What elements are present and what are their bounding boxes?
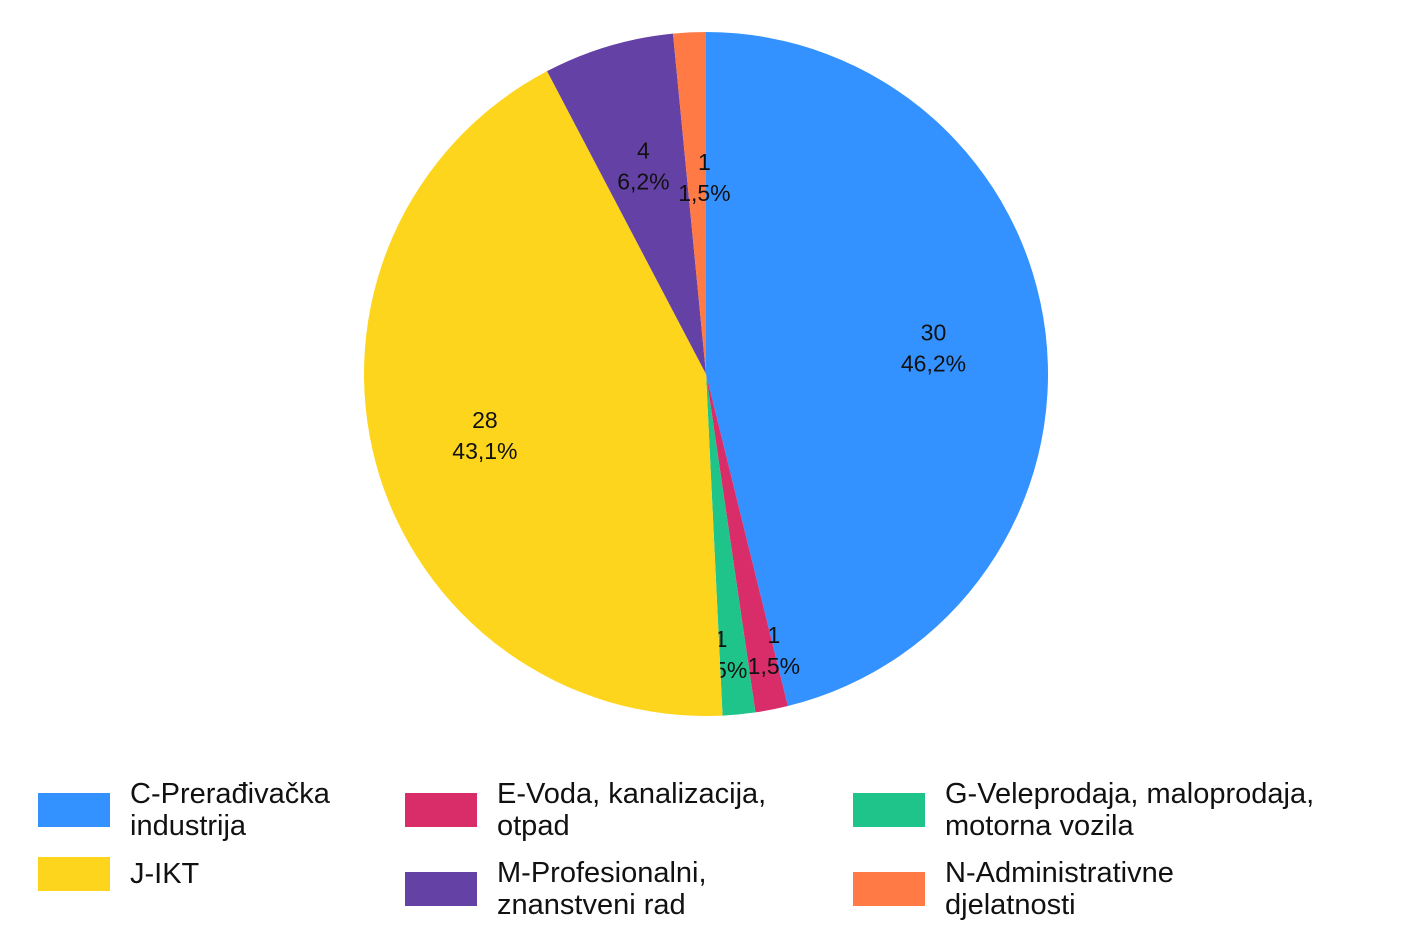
pie-slice-4 [547,33,706,374]
pie-slice-label-1: 1 1,5% [748,622,800,679]
pie-slice-percent-5: 1,5% [678,180,730,206]
pie-slice-percent-3: 43,1% [452,438,517,464]
pie-slice-value-0: 30 [921,319,947,345]
pie-slice-value-3: 28 [472,407,498,433]
pie-slice-5 [672,32,706,374]
pie-slice-0 [706,32,1048,707]
pie-slice-percent-4: 6,2% [617,168,669,194]
pie-slice-label-0: 30 46,2% [901,319,966,376]
pie-slice-label-5: 1 1,5% [678,149,730,206]
pie-slice-label-4: 4 6,2% [617,137,669,194]
pie-slice-percent-0: 46,2% [901,350,966,376]
pie-slice-1 [706,374,788,713]
pie-slice-value-1: 1 [767,622,780,648]
pie-slice-value-5: 1 [698,149,711,175]
pie-slice-percent-1: 1,5% [748,653,800,679]
pie-slice-3 [363,71,723,716]
pie-slice-value-4: 4 [637,137,650,163]
pie-slice-2 [706,374,756,716]
pie-slice-label-3: 28 43,1% [452,407,517,464]
